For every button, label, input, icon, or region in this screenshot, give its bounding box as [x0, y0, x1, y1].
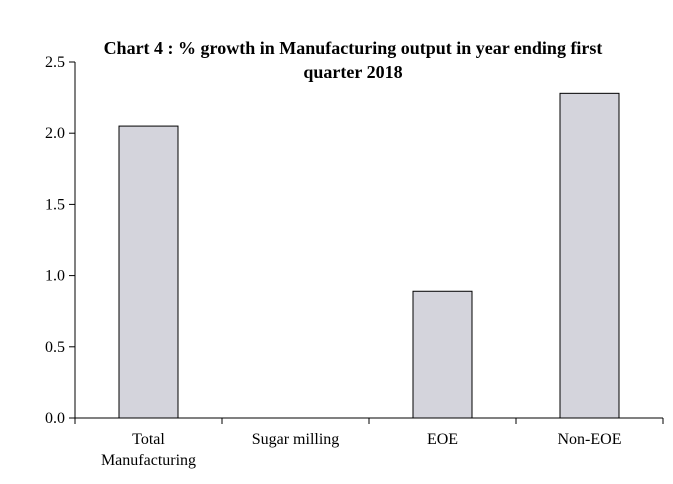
chart-title-line-1: Chart 4 : % growth in Manufacturing outp…	[104, 38, 603, 58]
y-tick-label: 2.5	[45, 54, 65, 71]
y-tick-label: 0.5	[45, 339, 65, 356]
bar	[119, 126, 178, 418]
x-tick-label: EOE	[427, 431, 458, 448]
bar	[413, 291, 472, 418]
x-tick-label: Sugar milling	[252, 431, 340, 448]
y-tick-label: 2.0	[45, 125, 65, 142]
y-tick-label: 1.5	[45, 196, 65, 213]
y-tick-label: 0.0	[45, 410, 65, 427]
y-tick-label: 1.0	[45, 268, 65, 285]
x-tick-label: Manufacturing	[101, 452, 196, 469]
x-tick-label: Total	[132, 431, 165, 448]
bar	[560, 93, 619, 418]
chart-title-line-2: quarter 2018	[303, 62, 402, 82]
x-tick-label: Non-EOE	[558, 431, 622, 448]
